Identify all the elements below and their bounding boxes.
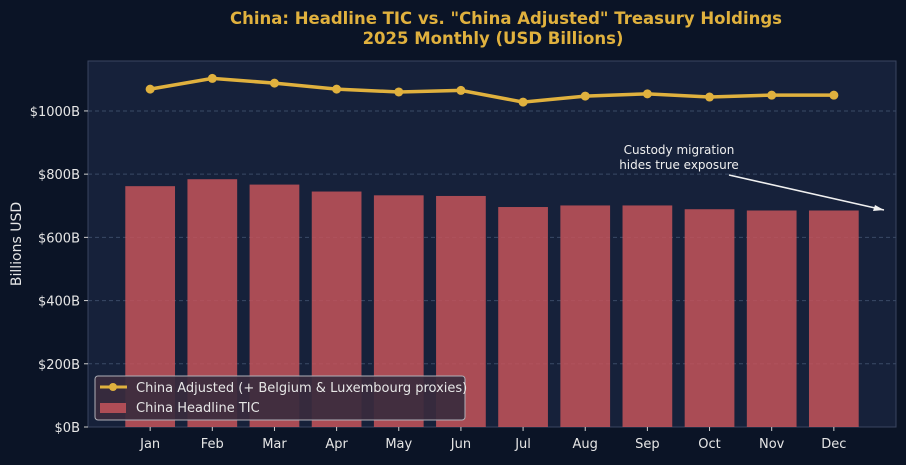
x-tick-label: Oct xyxy=(698,437,720,452)
y-axis-label: Billions USD xyxy=(9,202,25,286)
legend-bar-swatch xyxy=(100,403,126,413)
bar-nov xyxy=(746,210,797,427)
chart-title: China: Headline TIC vs. "China Adjusted"… xyxy=(230,9,782,28)
point-apr xyxy=(332,84,342,94)
point-jun xyxy=(456,85,466,95)
x-tick-label: Jun xyxy=(450,437,471,452)
x-tick-label: Sep xyxy=(635,437,660,452)
point-mar xyxy=(269,78,279,88)
x-tick-label: Aug xyxy=(573,437,598,452)
bar-oct xyxy=(684,209,735,427)
chart-subtitle: 2025 Monthly (USD Billions) xyxy=(363,29,624,48)
bar-aug xyxy=(560,205,611,427)
point-aug xyxy=(580,91,590,101)
annotation-line-2: hides true exposure xyxy=(619,158,739,172)
x-tick-label: Apr xyxy=(325,437,348,452)
x-tick-label: May xyxy=(385,437,412,452)
point-jan xyxy=(145,84,155,94)
point-feb xyxy=(207,73,217,83)
y-tick-label: $1000B xyxy=(30,105,80,120)
x-tick-label: Nov xyxy=(759,437,785,452)
annotation-arrowhead xyxy=(873,205,884,211)
point-sep xyxy=(642,89,652,99)
legend-box xyxy=(94,375,466,421)
y-tick-label: $0B xyxy=(55,421,80,436)
y-tick-label: $200B xyxy=(38,358,80,373)
bar-dec xyxy=(808,210,859,427)
y-tick-label: $400B xyxy=(38,295,80,310)
annotation: Custody migration hides true exposure xyxy=(619,143,885,211)
y-tick-label: $600B xyxy=(38,231,80,246)
bar-sep xyxy=(622,205,673,427)
legend: China Adjusted (+ Belgium & Luxembourg p… xyxy=(94,375,467,421)
point-dec xyxy=(829,90,839,100)
bar-jul xyxy=(498,207,548,427)
legend-marker xyxy=(109,383,117,391)
legend-label-adjusted: China Adjusted (+ Belgium & Luxembourg p… xyxy=(136,381,467,396)
x-tick-label: Jul xyxy=(514,437,531,452)
point-may xyxy=(394,87,404,97)
annotation-line-1: Custody migration xyxy=(624,143,735,157)
y-tick-label: $800B xyxy=(38,168,80,183)
legend-label-headline: China Headline TIC xyxy=(136,401,260,416)
x-tick-label: Jan xyxy=(139,437,160,452)
x-tick-label: Dec xyxy=(821,437,846,452)
x-tick-label: Mar xyxy=(262,437,287,452)
point-jul xyxy=(518,97,528,107)
x-tick-label: Feb xyxy=(201,437,224,452)
point-oct xyxy=(705,92,715,102)
annotation-arrow xyxy=(728,174,885,211)
point-nov xyxy=(767,90,777,100)
adjusted-line xyxy=(149,76,834,104)
